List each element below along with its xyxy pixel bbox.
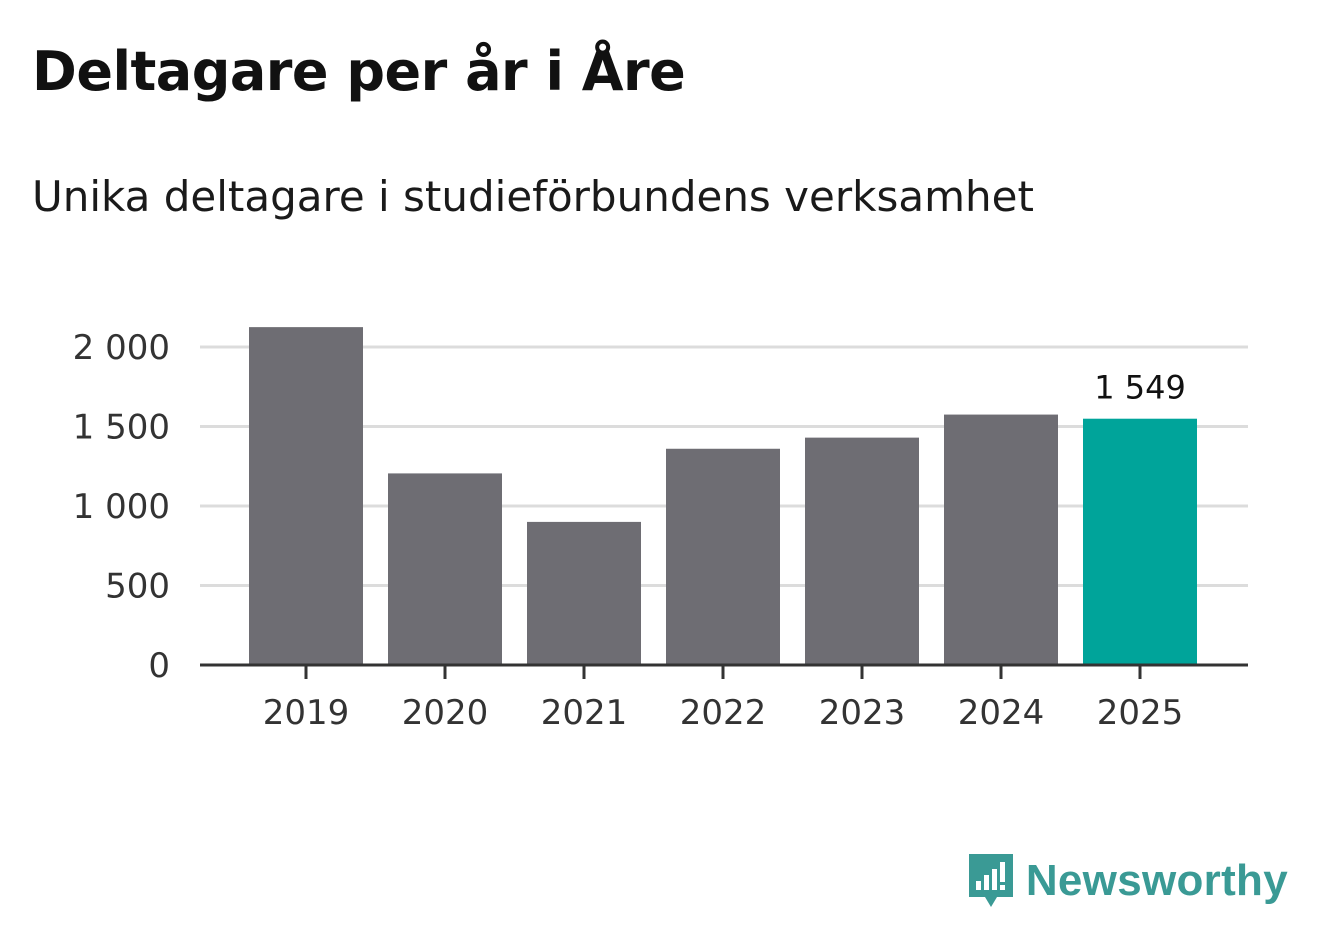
chart-subtitle: Unika deltagare i studieförbundens verks… [32, 172, 1034, 221]
x-tick-label: 2021 [541, 693, 628, 733]
x-tick-label: 2025 [1097, 693, 1184, 733]
axes [200, 663, 1248, 679]
bar-2025 [1083, 418, 1197, 665]
x-tick-label: 2024 [958, 693, 1045, 733]
x-tick-label: 2022 [680, 693, 767, 733]
bars [249, 327, 1197, 665]
bar-2020 [388, 473, 502, 665]
labels: 0 500 1 000 1 500 2 000 2019 2020 2021 2022 2023 2… [73, 328, 1186, 733]
brand-logo: Newsworthy [966, 851, 1288, 911]
y-tick-label: 1 000 [73, 487, 170, 527]
newsworthy-logo-icon [968, 854, 1013, 907]
brand-name: Newsworthy [1025, 856, 1288, 905]
bar-2023 [805, 437, 919, 665]
data-label: 1 549 [1094, 369, 1186, 407]
y-tick-label: 2 000 [73, 328, 170, 368]
x-tick-label: 2023 [819, 693, 906, 733]
x-tick-label: 2019 [263, 693, 350, 733]
chart-title: Deltagare per år i Åre [32, 40, 686, 103]
y-tick-label: 0 [148, 646, 170, 686]
y-tick-label: 500 [105, 567, 170, 607]
bar-2022 [666, 448, 780, 665]
y-tick-label: 1 500 [73, 408, 170, 448]
bar-2024 [944, 414, 1058, 665]
x-tick-label: 2020 [402, 693, 489, 733]
bar-2019 [249, 327, 363, 665]
bar-2021 [527, 521, 641, 665]
